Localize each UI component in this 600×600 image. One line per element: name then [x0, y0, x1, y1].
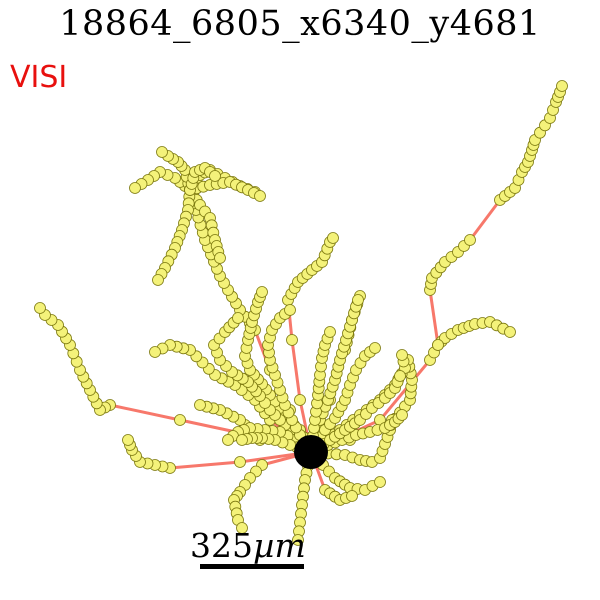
neurite-node — [346, 490, 358, 502]
soma — [294, 435, 328, 469]
neurite-node — [122, 434, 134, 446]
neurite-node — [34, 302, 46, 314]
neurite-node — [432, 339, 444, 351]
neurite-node — [232, 312, 244, 324]
neurite-node — [236, 434, 248, 446]
scale-bar-label: 325µm — [190, 526, 306, 565]
neurite-node — [396, 349, 408, 361]
neurite-node — [236, 522, 248, 534]
neurite-node — [504, 326, 516, 338]
scale-bar-value: 325 — [190, 526, 253, 565]
neurite-node — [209, 170, 221, 182]
neurite-node — [222, 434, 234, 446]
neurite-node — [464, 234, 476, 246]
neurite-node — [327, 232, 339, 244]
neurite-node — [352, 294, 364, 306]
neurite-node — [292, 534, 304, 546]
neurite-node — [174, 414, 186, 426]
neurite-node — [129, 182, 141, 194]
neurite-node — [396, 409, 408, 421]
figure-title: 18864_6805_x6340_y4681 — [59, 4, 541, 44]
scale-bar-unit: µm — [253, 526, 306, 565]
neurite-node — [294, 394, 306, 406]
neurite-node — [286, 334, 298, 346]
neurite-node — [324, 326, 336, 338]
neurite-node — [234, 456, 246, 468]
neurite-node — [149, 346, 161, 358]
neurite-nodes — [34, 80, 568, 546]
neurite-node — [284, 304, 296, 316]
neurite-node — [194, 399, 206, 411]
neurite-node — [556, 80, 568, 92]
neurite-node — [254, 190, 266, 202]
neurite-node — [152, 274, 164, 286]
neurite-node — [374, 476, 386, 488]
neurite-node — [256, 286, 268, 298]
neurite-node — [156, 146, 168, 158]
neurite-node — [369, 342, 381, 354]
neurite-node — [214, 252, 226, 264]
scale-bar — [200, 564, 304, 569]
region-label: VISI — [10, 60, 68, 95]
neurite-node — [394, 370, 406, 382]
